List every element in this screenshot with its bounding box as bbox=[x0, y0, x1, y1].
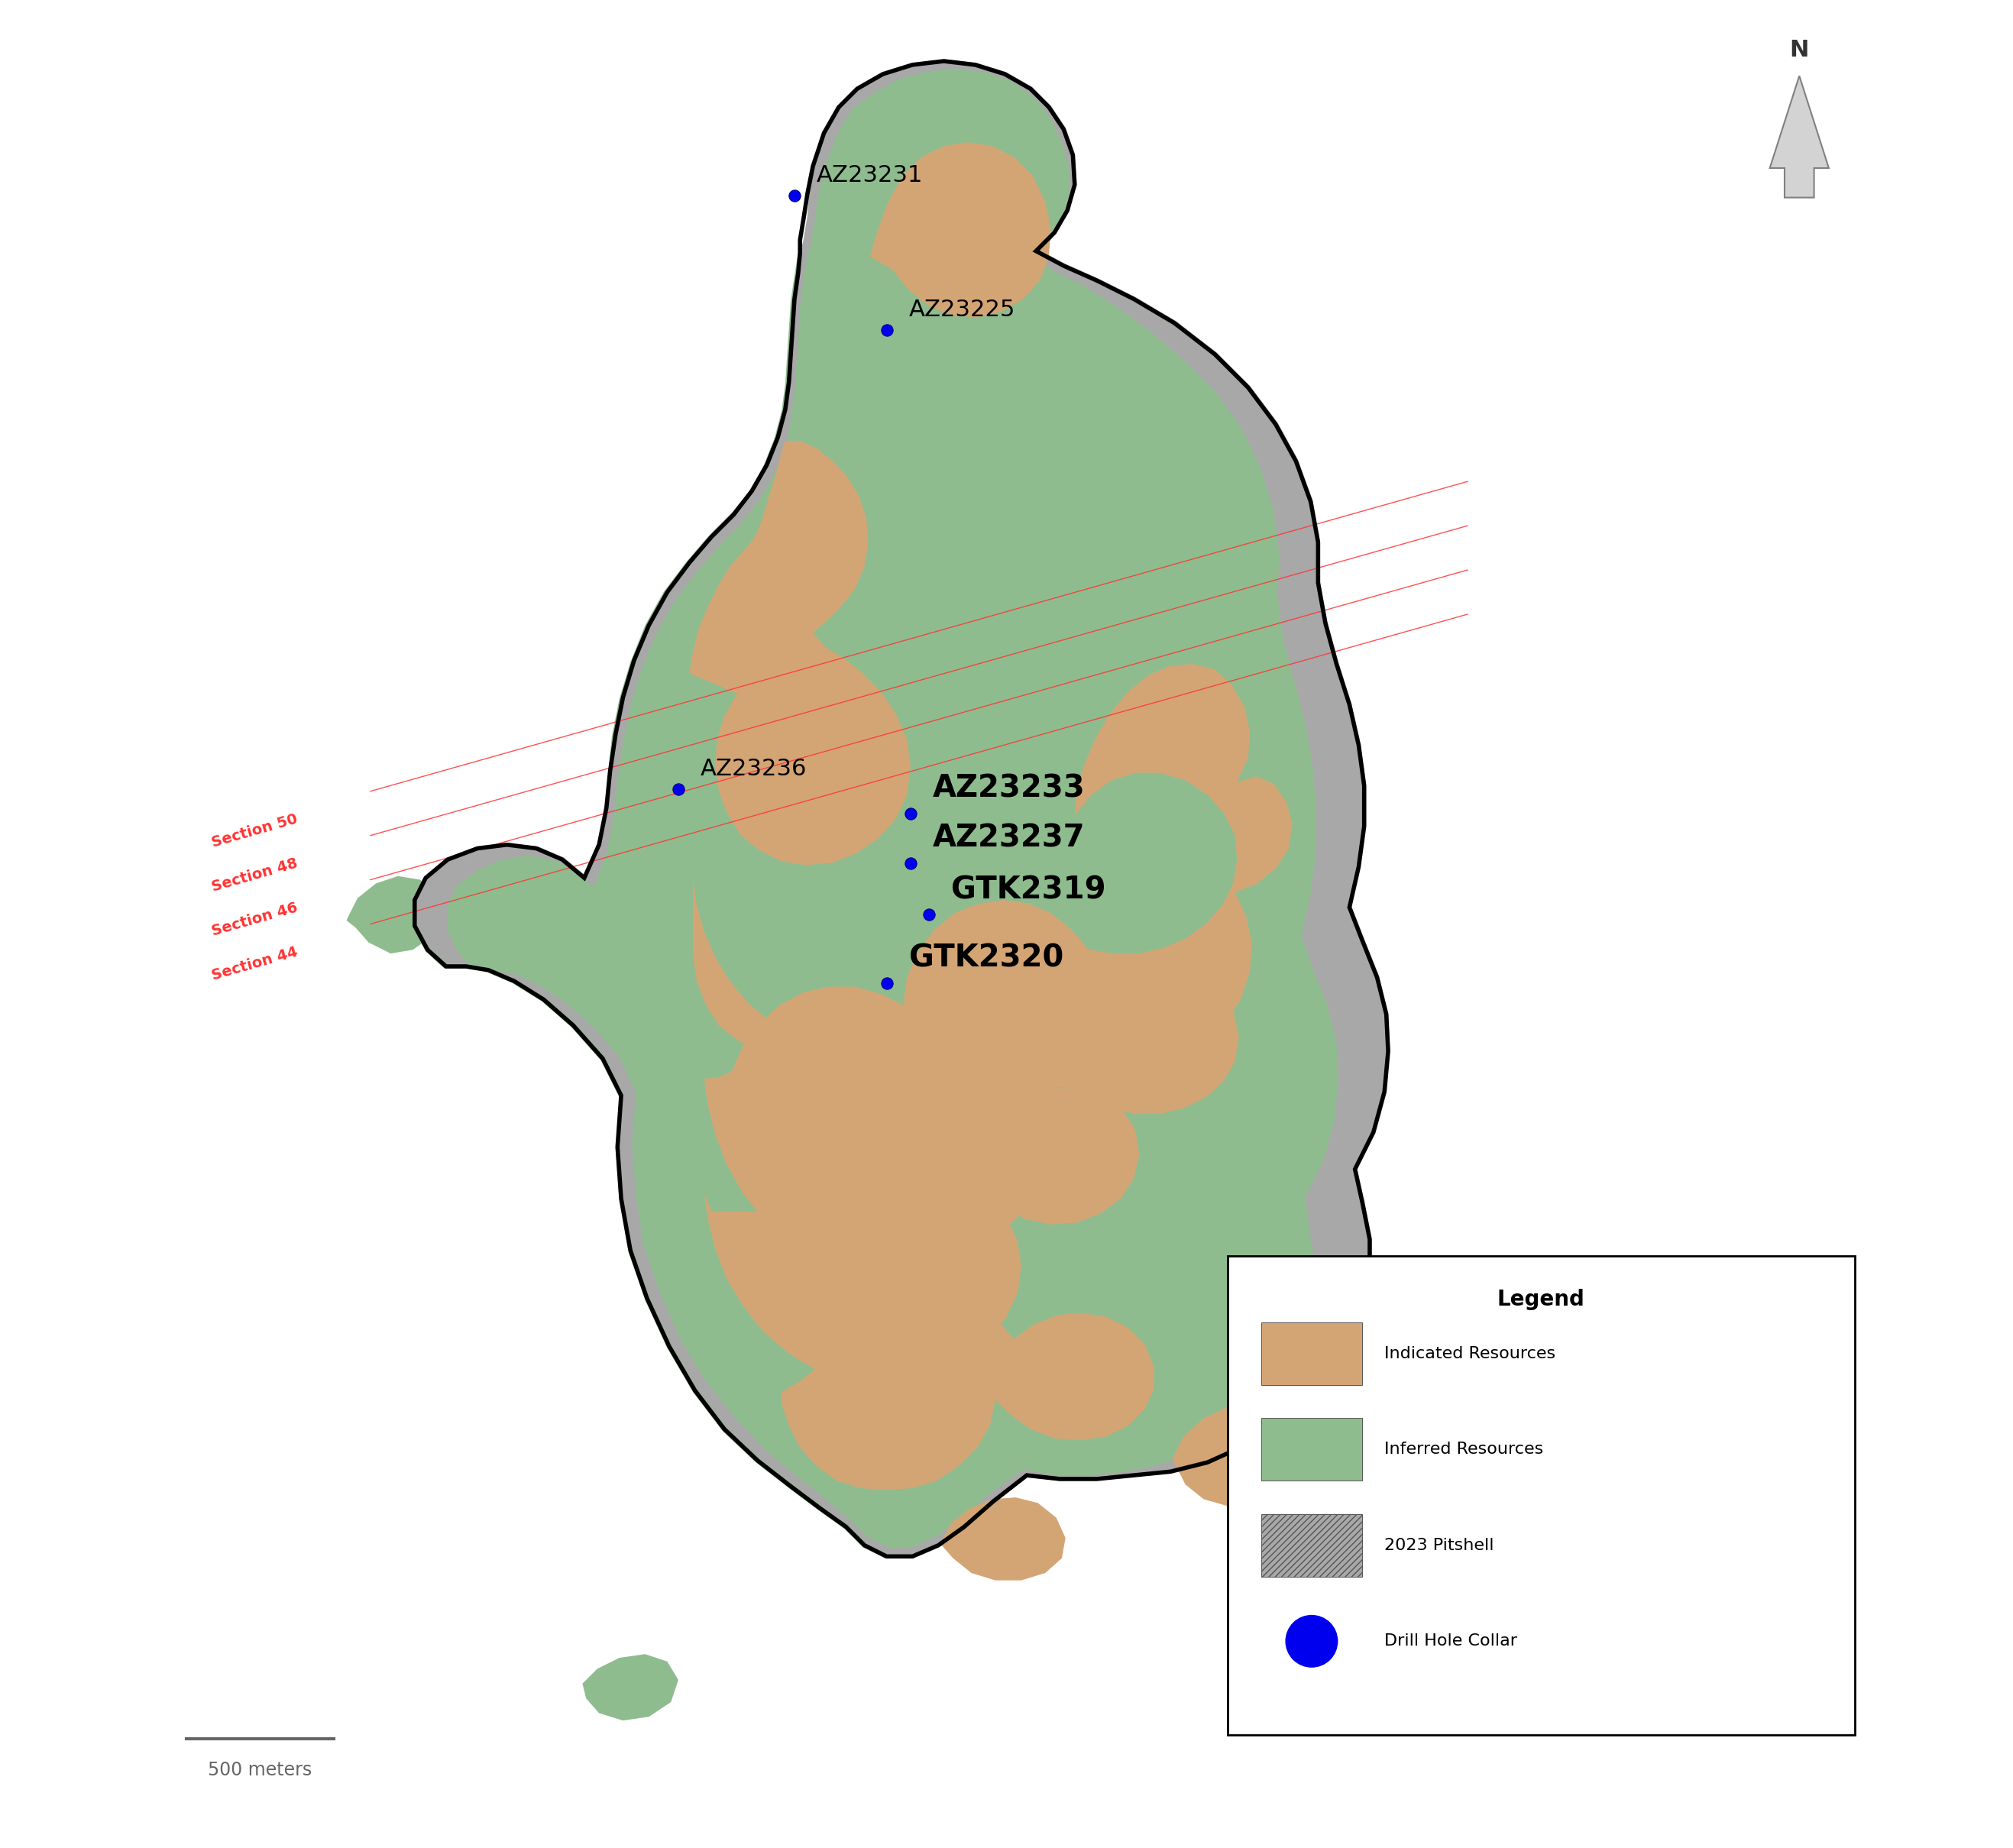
Polygon shape bbox=[692, 663, 1292, 1090]
Polygon shape bbox=[705, 1079, 1139, 1382]
Text: AZ23236: AZ23236 bbox=[701, 758, 807, 780]
Polygon shape bbox=[781, 1295, 1153, 1489]
Text: Indicated Resources: Indicated Resources bbox=[1385, 1345, 1556, 1362]
Text: GTK2320: GTK2320 bbox=[908, 942, 1063, 974]
Polygon shape bbox=[447, 68, 1339, 1547]
Polygon shape bbox=[940, 1497, 1065, 1580]
Circle shape bbox=[1286, 1615, 1337, 1667]
Polygon shape bbox=[705, 900, 1238, 1275]
Text: AZ23237: AZ23237 bbox=[932, 824, 1085, 854]
Text: AZ23233: AZ23233 bbox=[932, 774, 1085, 804]
Text: AZ23225: AZ23225 bbox=[908, 299, 1015, 322]
FancyBboxPatch shape bbox=[1228, 1257, 1854, 1735]
Text: AZ23231: AZ23231 bbox=[817, 164, 924, 187]
Text: GTK2319: GTK2319 bbox=[952, 874, 1105, 906]
Bar bbox=[1260, 1514, 1363, 1576]
Text: 2023 Pitshell: 2023 Pitshell bbox=[1385, 1538, 1494, 1552]
Polygon shape bbox=[1172, 1403, 1304, 1506]
Text: Section 48: Section 48 bbox=[209, 856, 300, 894]
Bar bbox=[1260, 1417, 1363, 1480]
Text: Section 50: Section 50 bbox=[209, 811, 300, 850]
Text: Section 46: Section 46 bbox=[209, 900, 300, 939]
Polygon shape bbox=[417, 59, 1391, 1554]
Polygon shape bbox=[582, 1654, 678, 1720]
Text: N: N bbox=[1790, 39, 1810, 61]
Polygon shape bbox=[413, 63, 1387, 1558]
Text: 500 meters: 500 meters bbox=[207, 1761, 312, 1780]
Polygon shape bbox=[346, 876, 439, 954]
Text: Drill Hole Collar: Drill Hole Collar bbox=[1385, 1634, 1518, 1648]
Bar bbox=[1260, 1323, 1363, 1384]
Text: Legend: Legend bbox=[1498, 1290, 1584, 1310]
Polygon shape bbox=[1769, 76, 1828, 198]
Polygon shape bbox=[688, 442, 910, 865]
Text: Section 44: Section 44 bbox=[209, 944, 300, 983]
Polygon shape bbox=[870, 142, 1051, 318]
Text: Inferred Resources: Inferred Resources bbox=[1385, 1441, 1544, 1456]
